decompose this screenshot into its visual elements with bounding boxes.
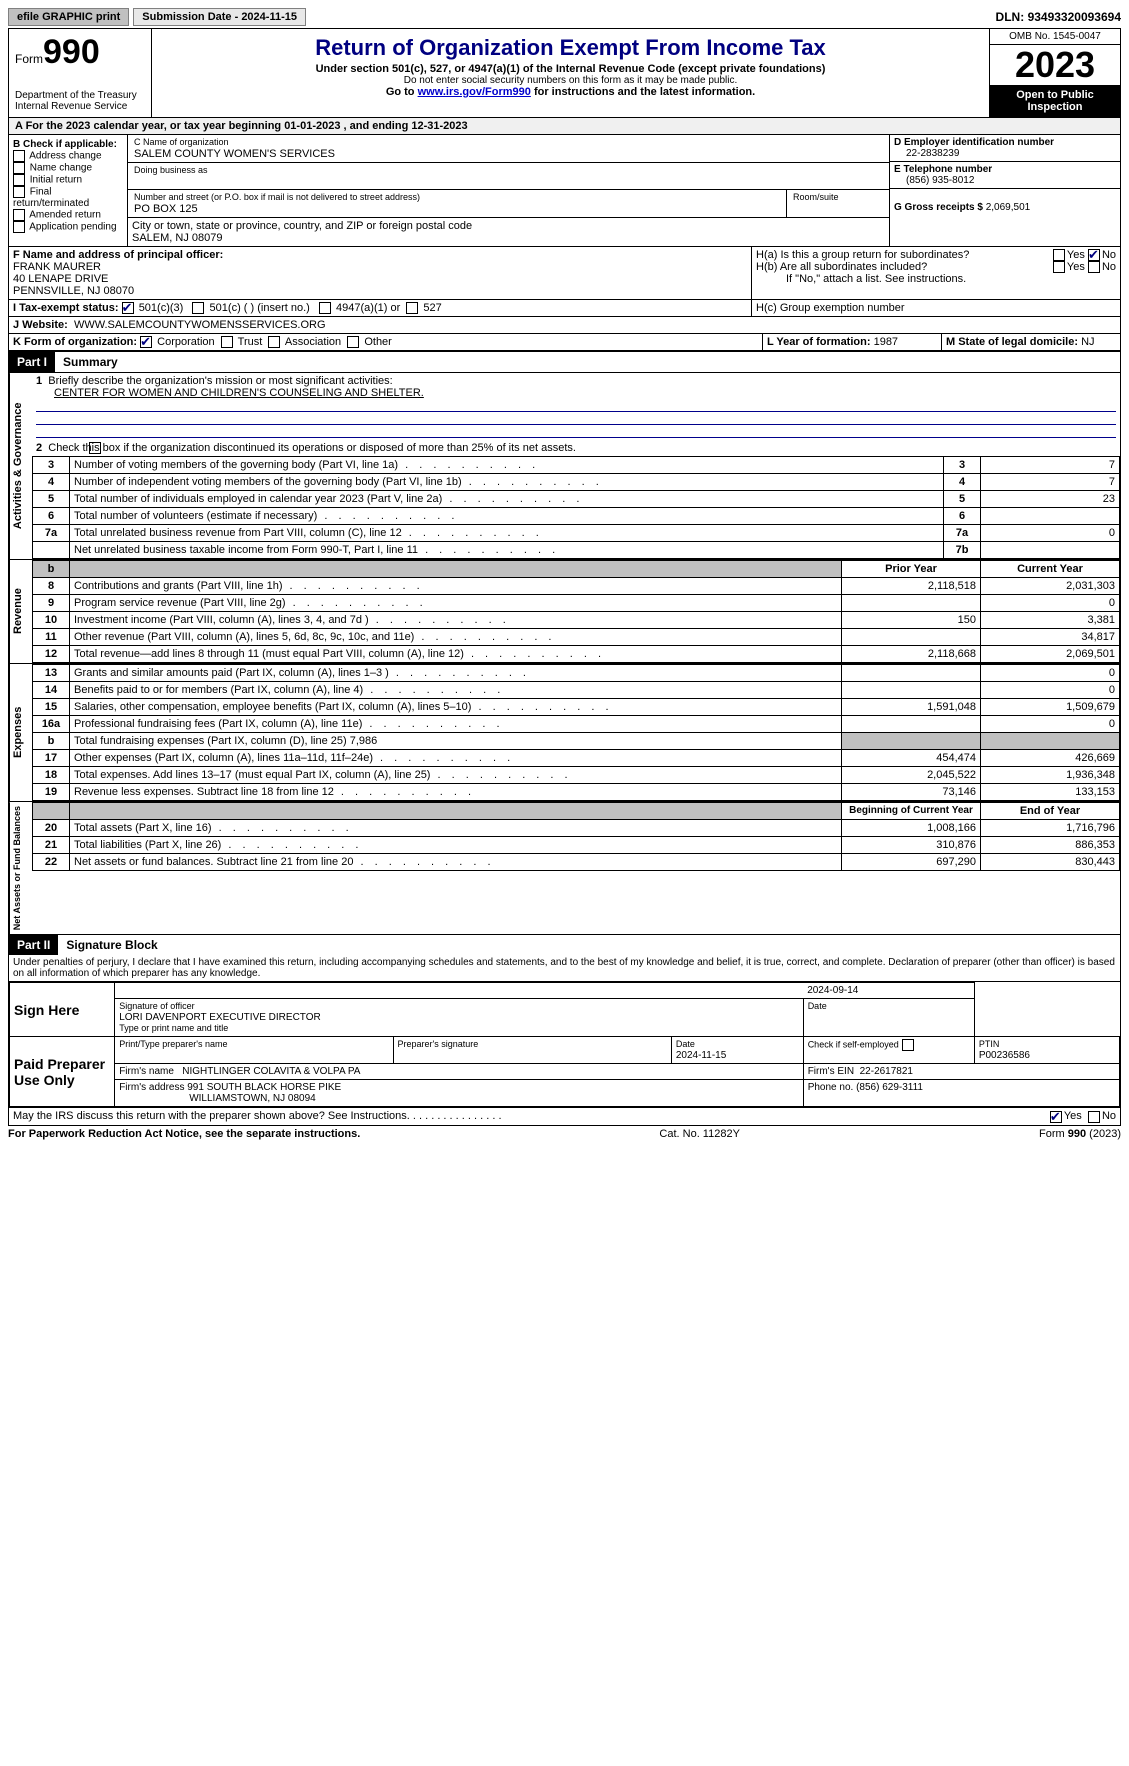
ein: 22-2838239 bbox=[894, 148, 959, 159]
label-revenue: Revenue bbox=[9, 560, 32, 663]
efile-print-button[interactable]: efile GRAPHIC print bbox=[8, 8, 129, 26]
org-name: SALEM COUNTY WOMEN'S SERVICES bbox=[134, 148, 335, 160]
phone: (856) 935-8012 bbox=[894, 175, 974, 186]
box-h: H(a) Is this a group return for subordin… bbox=[752, 247, 1120, 299]
part2-header: Part II Signature Block bbox=[9, 934, 1120, 955]
irs-link[interactable]: www.irs.gov/Form990 bbox=[418, 86, 531, 98]
omb-number: OMB No. 1545-0047 bbox=[990, 29, 1120, 45]
label-governance: Activities & Governance bbox=[9, 373, 32, 559]
form-title: Return of Organization Exempt From Incom… bbox=[156, 35, 985, 61]
part1-header: Part I Summary bbox=[9, 351, 1120, 372]
box-m: M State of legal domicile: NJ bbox=[942, 334, 1120, 350]
submission-date: Submission Date - 2024-11-15 bbox=[133, 8, 306, 26]
box-f: F Name and address of principal officer:… bbox=[9, 247, 752, 299]
right-info: D Employer identification number22-28382… bbox=[889, 135, 1120, 246]
footer: For Paperwork Reduction Act Notice, see … bbox=[8, 1126, 1121, 1140]
expenses-table: 13Grants and similar amounts paid (Part … bbox=[32, 664, 1120, 801]
perjury-statement: Under penalties of perjury, I declare th… bbox=[9, 955, 1120, 982]
net-assets-table: Beginning of Current YearEnd of Year 20T… bbox=[32, 802, 1120, 871]
discuss-row: May the IRS discuss this return with the… bbox=[9, 1107, 1120, 1124]
form-container: Form990 Department of the Treasury Inter… bbox=[8, 28, 1121, 1126]
tax-year: 2023 bbox=[990, 45, 1120, 85]
box-j: J Website: WWW.SALEMCOUNTYWOMENSSERVICES… bbox=[9, 317, 1120, 333]
label-expenses: Expenses bbox=[9, 664, 32, 801]
box-l: L Year of formation: 1987 bbox=[763, 334, 942, 350]
box-c: C Name of organization SALEM COUNTY WOME… bbox=[128, 135, 889, 246]
governance-table: 3Number of voting members of the governi… bbox=[32, 456, 1120, 559]
gross-receipts: 2,069,501 bbox=[986, 202, 1031, 213]
top-bar: efile GRAPHIC print Submission Date - 20… bbox=[8, 8, 1121, 26]
section-a: A For the 2023 calendar year, or tax yea… bbox=[9, 118, 1120, 135]
revenue-table: bPrior YearCurrent Year 8Contributions a… bbox=[32, 560, 1120, 663]
signature-table: Sign Here 2024-09-14 Signature of office… bbox=[9, 982, 1120, 1107]
form-header: Form990 Department of the Treasury Inter… bbox=[9, 29, 1120, 118]
box-hc: H(c) Group exemption number bbox=[752, 300, 1120, 316]
box-k: K Form of organization: Corporation Trus… bbox=[9, 334, 763, 350]
dln: DLN: 93493320093694 bbox=[996, 10, 1121, 24]
open-public-badge: Open to Public Inspection bbox=[990, 85, 1120, 117]
label-net-assets: Net Assets or Fund Balances bbox=[9, 802, 32, 934]
box-b: B Check if applicable: Address change Na… bbox=[9, 135, 128, 246]
website: WWW.SALEMCOUNTYWOMENSSERVICES.ORG bbox=[74, 319, 326, 331]
box-i: I Tax-exempt status: 501(c)(3) 501(c) ( … bbox=[9, 300, 752, 316]
